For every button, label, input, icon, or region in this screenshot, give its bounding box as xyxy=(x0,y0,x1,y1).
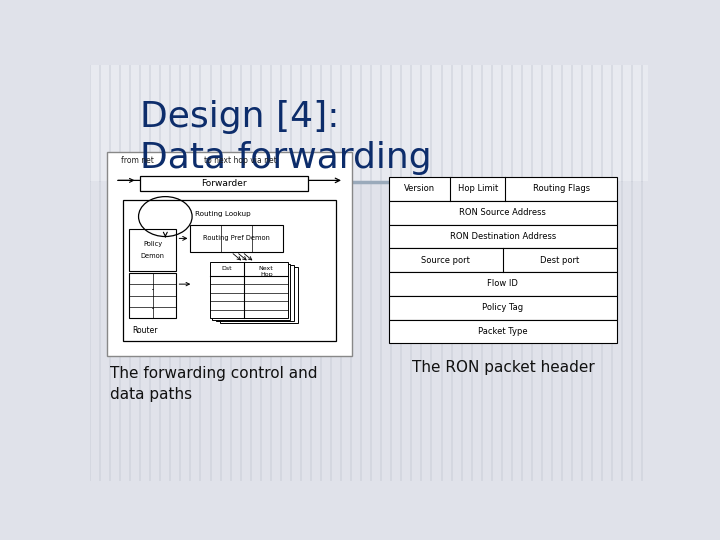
Text: Flow ID: Flow ID xyxy=(487,280,518,288)
FancyBboxPatch shape xyxy=(107,152,352,356)
FancyBboxPatch shape xyxy=(220,267,298,323)
Text: Next
Hop: Next Hop xyxy=(259,266,274,277)
Text: Routing Pref Demon: Routing Pref Demon xyxy=(203,235,270,241)
Text: Router: Router xyxy=(132,326,158,335)
Text: Version: Version xyxy=(404,185,435,193)
FancyBboxPatch shape xyxy=(124,200,336,341)
Text: RON Destination Address: RON Destination Address xyxy=(450,232,556,241)
Text: Data forwarding: Data forwarding xyxy=(140,141,432,176)
Text: Demon: Demon xyxy=(141,253,165,259)
Text: RON Source Address: RON Source Address xyxy=(459,208,546,217)
Text: Hop Limit: Hop Limit xyxy=(458,185,498,193)
Text: from net: from net xyxy=(121,157,153,165)
Text: Routing Lookup: Routing Lookup xyxy=(195,211,251,217)
FancyBboxPatch shape xyxy=(389,320,617,343)
Text: Forwarder: Forwarder xyxy=(201,179,247,188)
Text: Policy Tag: Policy Tag xyxy=(482,303,523,312)
Text: Source port: Source port xyxy=(421,256,470,265)
FancyBboxPatch shape xyxy=(129,273,176,319)
Text: ·: · xyxy=(150,303,155,316)
FancyBboxPatch shape xyxy=(215,265,294,321)
FancyBboxPatch shape xyxy=(210,262,288,319)
Text: ·: · xyxy=(150,285,155,298)
FancyBboxPatch shape xyxy=(389,201,617,225)
FancyBboxPatch shape xyxy=(129,229,176,271)
FancyBboxPatch shape xyxy=(190,225,282,252)
Text: to next hop via net: to next hop via net xyxy=(204,157,277,165)
FancyBboxPatch shape xyxy=(389,296,617,320)
Text: The RON packet header: The RON packet header xyxy=(412,360,594,375)
FancyBboxPatch shape xyxy=(389,177,617,201)
FancyBboxPatch shape xyxy=(389,225,617,248)
Text: Policy: Policy xyxy=(143,241,162,247)
FancyBboxPatch shape xyxy=(212,264,290,320)
FancyBboxPatch shape xyxy=(389,272,617,296)
Text: Packet Type: Packet Type xyxy=(478,327,528,336)
Text: The forwarding control and
data paths: The forwarding control and data paths xyxy=(109,366,317,402)
FancyBboxPatch shape xyxy=(90,65,648,181)
Text: Routing Flags: Routing Flags xyxy=(533,185,590,193)
Text: Dest port: Dest port xyxy=(541,256,580,265)
FancyBboxPatch shape xyxy=(389,248,617,272)
FancyBboxPatch shape xyxy=(140,176,307,191)
Text: Dst: Dst xyxy=(222,266,232,272)
Text: Design [4]:: Design [4]: xyxy=(140,100,340,134)
